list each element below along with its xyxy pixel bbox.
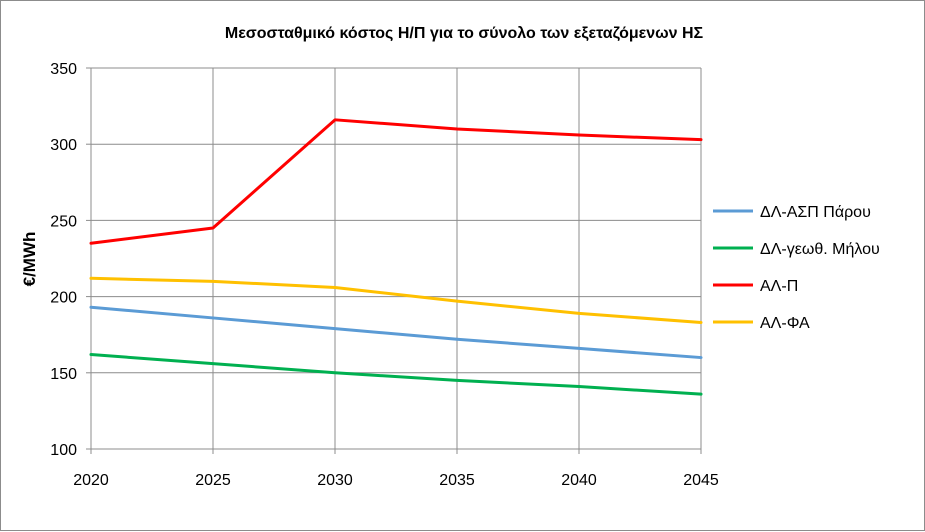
x-tick-label: 2020: [73, 472, 109, 489]
y-tick-label: 100: [50, 442, 77, 459]
chart-title: Μεσοσταθμικό κόστος Η/Π για το σύνολο τω…: [225, 25, 704, 42]
series-line-1: [89, 305, 703, 360]
tick-labels: 100 150 200 250 300 350 2020 2025 2030 2035 2040 20…: [50, 61, 719, 489]
grid: [90, 67, 702, 450]
legend-label-2: ΔΛ-γεωθ. Μήλου: [760, 241, 880, 258]
axes: [86, 67, 702, 454]
y-axis-label: €/MWh: [20, 232, 39, 287]
y-tick-label: 150: [50, 366, 77, 383]
legend: ΔΛ-ΑΣΠ Πάρου ΔΛ-γεωθ. Μήλου ΑΛ-Π ΑΛ-ΦΑ: [713, 204, 880, 332]
y-tick-label: 250: [50, 213, 77, 230]
x-tick-label: 2025: [195, 472, 231, 489]
y-tick-label: 200: [50, 290, 77, 307]
x-tick-label: 2035: [439, 472, 475, 489]
x-tick-label: 2030: [317, 472, 353, 489]
series-line-2: [89, 353, 703, 396]
x-tick-label: 2040: [561, 472, 597, 489]
y-tick-label: 350: [50, 61, 77, 78]
series-lines: [89, 118, 703, 396]
legend-label-1: ΔΛ-ΑΣΠ Πάρου: [760, 204, 871, 221]
series-line-3: [89, 118, 703, 245]
legend-label-4: ΑΛ-ΦΑ: [760, 315, 810, 332]
x-tick-label: 2045: [683, 472, 719, 489]
legend-label-3: ΑΛ-Π: [760, 278, 798, 295]
series-line-4: [89, 276, 703, 325]
y-tick-label: 300: [50, 137, 77, 154]
